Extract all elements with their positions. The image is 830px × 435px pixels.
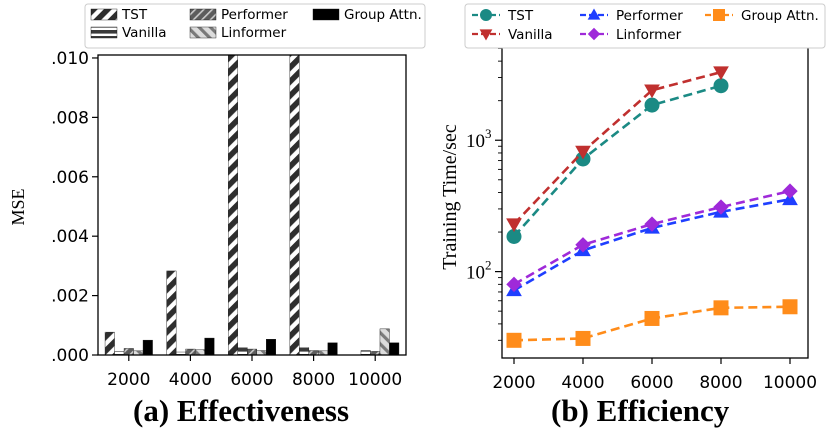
efficiency-caption: (b) Efficiency bbox=[551, 393, 730, 428]
bar-linformer-6000 bbox=[256, 350, 267, 356]
bar-tst-2000 bbox=[104, 331, 115, 356]
y-tick-label: .002 bbox=[51, 287, 89, 307]
point-vanilla-6000 bbox=[644, 84, 660, 99]
line-tst bbox=[513, 84, 722, 238]
legend-label-linformer: Linformer bbox=[221, 25, 287, 41]
bar-tst-6000 bbox=[228, 54, 238, 356]
bar-performer-6000 bbox=[247, 348, 257, 356]
line-performer bbox=[513, 198, 791, 292]
legend-marker-tst bbox=[480, 9, 492, 21]
bar-group-attn-2000 bbox=[142, 339, 153, 356]
bar-linformer-10000 bbox=[379, 328, 390, 356]
y-tick-label: 103 bbox=[466, 126, 492, 152]
bar-group-attn-6000 bbox=[266, 339, 276, 356]
efficiency-chart: 102 103 2000 4000 6000 8000 10000 Training Tim… bbox=[439, 3, 826, 393]
y-tick-label: .004 bbox=[51, 227, 89, 247]
legend-swatch-tst bbox=[90, 8, 118, 21]
x-tick-label: 6000 bbox=[630, 373, 673, 393]
point-tst-8000 bbox=[713, 78, 729, 94]
line-linformer bbox=[513, 189, 791, 286]
legend-marker-group-attn bbox=[713, 9, 725, 21]
x-tick-label: 6000 bbox=[230, 370, 273, 390]
legend-label-vanilla: Vanilla bbox=[508, 27, 553, 43]
bar-performer-2000 bbox=[123, 348, 134, 356]
point-linformer-8000 bbox=[713, 199, 729, 215]
point-group-attn-8000 bbox=[713, 300, 729, 316]
legend-swatch-group-attn bbox=[312, 8, 340, 21]
legend-label-tst: TST bbox=[121, 7, 148, 23]
point-group-attn-4000 bbox=[575, 330, 591, 346]
point-linformer-10000 bbox=[782, 183, 798, 199]
y-tick-label: .010 bbox=[51, 49, 89, 69]
legend-label-linformer: Linformer bbox=[616, 27, 682, 43]
point-group-attn-10000 bbox=[782, 299, 798, 315]
point-vanilla-2000 bbox=[506, 218, 522, 233]
bar-performer-8000 bbox=[308, 350, 319, 356]
legend-label-group-attn: Group Attn. bbox=[344, 7, 422, 23]
bar-vanilla-6000 bbox=[237, 347, 248, 356]
x-tick-label: 4000 bbox=[169, 370, 212, 390]
point-vanilla-8000 bbox=[713, 66, 729, 81]
x-tick-label: 10000 bbox=[348, 370, 402, 390]
point-linformer-4000 bbox=[575, 237, 591, 253]
y-tick-label: .006 bbox=[51, 168, 89, 188]
x-tick-label: 2000 bbox=[107, 370, 150, 390]
bar-group-attn-10000 bbox=[389, 342, 400, 356]
effectiveness-caption: (a) Effectiveness bbox=[133, 393, 350, 428]
effectiveness-legend: TST Vanilla Performer Linformer Group Attn. bbox=[84, 3, 426, 49]
legend-marker-vanilla bbox=[479, 29, 493, 41]
y-tick-label: 102 bbox=[466, 258, 492, 284]
x-tick-label: 10000 bbox=[763, 373, 817, 393]
legend-box bbox=[464, 3, 826, 49]
efficiency-y-axis-label: Training Time/sec bbox=[439, 124, 461, 270]
x-tick-label: 8000 bbox=[699, 373, 742, 393]
point-linformer-6000 bbox=[644, 216, 660, 232]
effectiveness-chart: .000 .002 .004 .006 .008 .010 2000 4000 6000 8000… bbox=[8, 3, 426, 390]
bar-group-attn-4000 bbox=[204, 337, 215, 356]
bar-tst-4000 bbox=[166, 270, 177, 356]
x-tick-label: 4000 bbox=[561, 373, 604, 393]
legend-box bbox=[84, 3, 426, 49]
legend-label-performer: Performer bbox=[616, 8, 683, 24]
point-linformer-2000 bbox=[506, 276, 522, 293]
x-tick-label: 2000 bbox=[492, 373, 535, 393]
bar-vanilla-8000 bbox=[299, 347, 310, 356]
y-tick-label: .000 bbox=[51, 346, 89, 366]
line-vanilla bbox=[513, 70, 722, 225]
effectiveness-y-axis-label: MSE bbox=[8, 188, 28, 225]
legend-label-vanilla: Vanilla bbox=[122, 25, 167, 41]
point-vanilla-4000 bbox=[575, 145, 591, 160]
bar-performer-4000 bbox=[185, 348, 196, 356]
legend-label-performer: Performer bbox=[221, 7, 288, 23]
efficiency-legend: TST Vanilla Performer Linformer Group Attn. bbox=[464, 3, 826, 49]
point-tst-6000 bbox=[644, 97, 660, 113]
point-group-attn-6000 bbox=[644, 310, 660, 326]
effectiveness-plot-frame bbox=[97, 54, 407, 356]
bar-vanilla-10000 bbox=[360, 350, 371, 356]
legend-swatch-linformer bbox=[189, 26, 217, 39]
bar-linformer-4000 bbox=[194, 349, 205, 356]
legend-swatch-performer bbox=[189, 8, 217, 21]
bar-group-attn-8000 bbox=[327, 342, 338, 356]
legend-marker-performer bbox=[587, 8, 601, 20]
bar-tst-8000 bbox=[289, 54, 300, 356]
legend-swatch-vanilla bbox=[90, 26, 118, 39]
legend-marker-linformer bbox=[587, 27, 601, 41]
point-group-attn-2000 bbox=[506, 332, 522, 348]
legend-label-tst: TST bbox=[507, 8, 534, 24]
legend-label-group-attn: Group Attn. bbox=[741, 8, 819, 24]
x-tick-label: 8000 bbox=[292, 370, 335, 390]
y-tick-label: .008 bbox=[51, 108, 89, 128]
